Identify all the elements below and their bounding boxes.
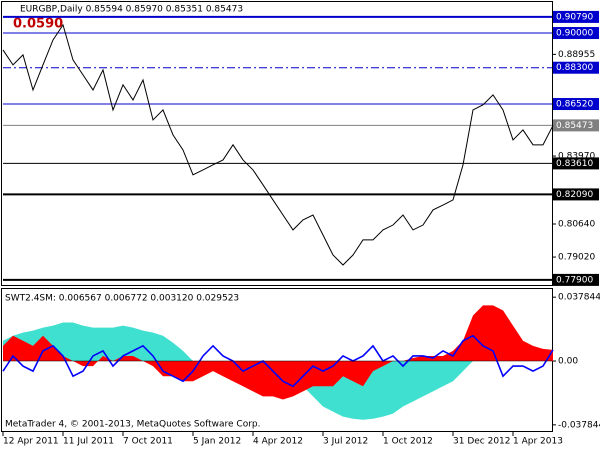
- level-label: 0.77900: [556, 275, 593, 285]
- x-tick-label: 1 Apr 2013: [513, 437, 563, 447]
- level-label-box: [553, 61, 599, 74]
- area: [3, 305, 553, 400]
- level-label: 0.88300: [556, 63, 593, 73]
- y-tick-label: 0.83970: [558, 152, 595, 162]
- level-label-box: [553, 273, 599, 286]
- x-tick-label: 3 Jul 2012: [323, 437, 368, 447]
- line: [2, 23, 554, 266]
- level-label-box: [553, 188, 599, 201]
- y-tick-label: 0.79020: [558, 253, 595, 263]
- level-label-box: [553, 10, 599, 23]
- level-label: 0.86520: [556, 100, 593, 110]
- level-label-box: [553, 27, 599, 40]
- level-label: 0.82090: [556, 190, 593, 200]
- y-tick-label: 0.037844: [558, 293, 600, 303]
- level-label: 0.85473: [556, 121, 593, 131]
- level-label-box: [553, 119, 599, 132]
- y-tick-label: 0.00: [558, 357, 578, 367]
- x-tick-label: 11 Jul 2011: [63, 437, 114, 447]
- x-tick-label: 7 Oct 2011: [123, 437, 173, 447]
- indicator-title: SWT2.4SM: 0.006567 0.006772 0.003120 0.0…: [5, 294, 239, 304]
- chart-title: EURGBP,Daily 0.85594 0.85970 0.85351 0.8…: [20, 5, 243, 15]
- level-label: 0.90000: [556, 29, 593, 39]
- x-tick-label: 5 Jan 2012: [193, 437, 241, 447]
- annotation: 0.0590: [13, 17, 63, 32]
- level-label-box: [553, 157, 599, 170]
- main-frame: [1, 1, 553, 286]
- line: [2, 334, 554, 388]
- x-tick-label: 1 Oct 2012: [383, 437, 433, 447]
- x-tick-label: 4 Apr 2012: [253, 437, 303, 447]
- y-tick-label: -0.037844: [558, 420, 600, 430]
- y-tick-label: 0.88955: [558, 50, 595, 60]
- level-label: 0.90790: [556, 12, 593, 22]
- x-tick-label: 12 Apr 2011: [3, 437, 59, 447]
- level-label-box: [553, 98, 599, 111]
- x-tick-label: 31 Dec 2012: [453, 437, 511, 447]
- level-label: 0.83610: [556, 159, 593, 169]
- y-tick-label: 0.80640: [558, 219, 595, 229]
- footer: MetaTrader 4, © 2001-2013, MetaQuotes So…: [5, 420, 261, 430]
